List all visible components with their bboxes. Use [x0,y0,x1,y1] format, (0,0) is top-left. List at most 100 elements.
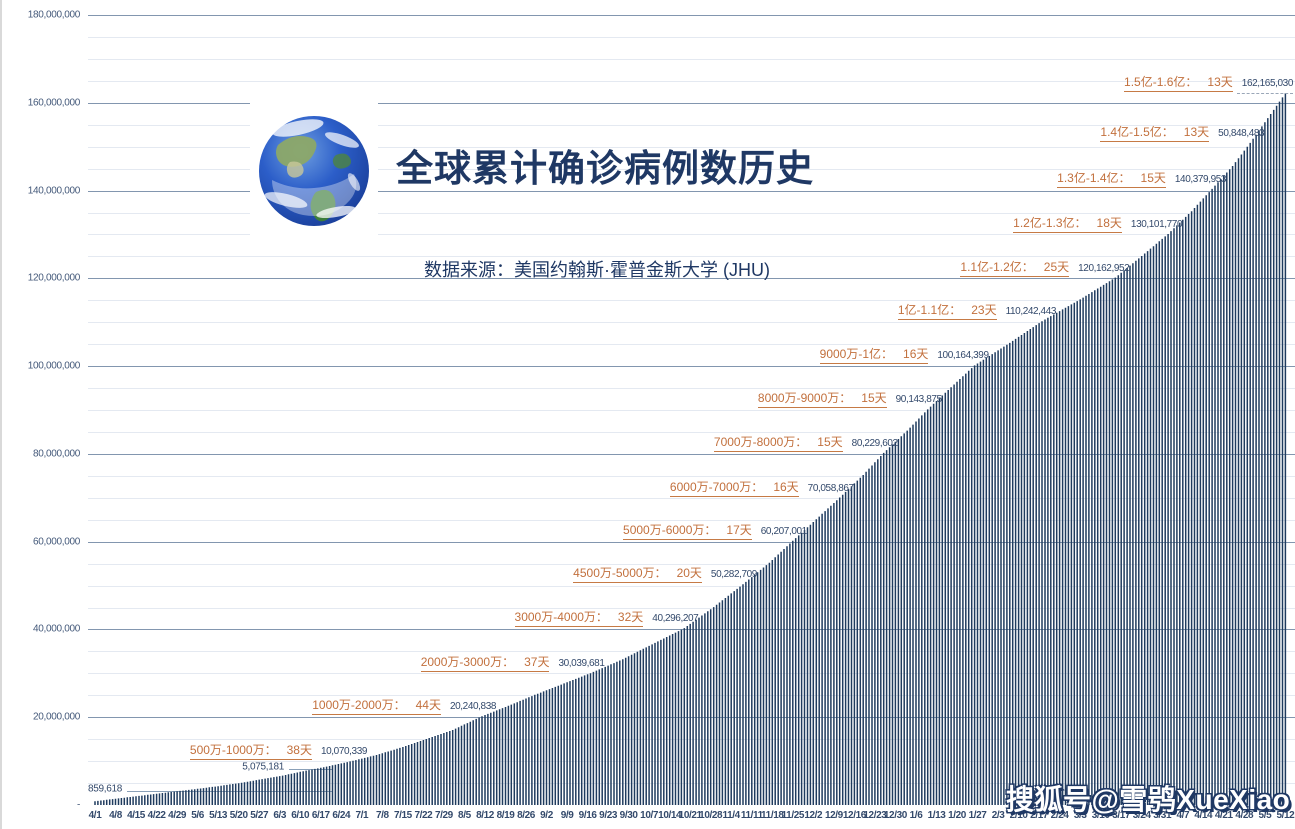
x-axis-label: 3/17 [1112,810,1131,821]
milestone-value: 70,058,867 [807,482,854,494]
x-axis-label: 2/24 [1050,810,1069,821]
milestone-value: 50,282,709 [710,569,757,581]
x-axis-label: 4/15 [127,810,145,821]
gridline-minor [88,497,1295,499]
milestone-range: 2000万-3000万： [420,655,515,670]
x-axis-label: 10/7 [640,810,659,821]
gridline-minor [88,761,1295,763]
milestone-days: 15天 [1140,170,1166,185]
milestone-range: 1.1亿-1.2亿： [960,259,1034,274]
y-axis-label: 20,000,000 [32,711,80,723]
milestone-value: 10,070,339 [320,745,368,757]
x-axis-label: 11/18 [761,810,784,821]
milestone-days: 15天 [817,434,843,449]
x-axis-label: 9/16 [578,810,597,821]
milestone-annotation: 500万-1000万： 38天 10,070,339 [189,741,368,760]
gridline-major [88,717,1295,719]
x-axis-label: 5/27 [250,810,269,821]
x-axis-label: 10/14 [658,810,682,821]
gridline-minor [88,388,1295,390]
x-axis-label: 9/2 [540,810,553,821]
left-edge-strip [0,0,2,829]
milestone-days: 32天 [617,610,644,625]
milestone-range-days: 1.3亿-1.4亿： 15天 [1057,169,1166,188]
x-axis-label: 5/5 [1258,810,1272,821]
milestone-annotation: 1.5亿-1.6亿： 13天 162,165,030 [1124,73,1293,93]
milestone-range: 6000万-7000万： [669,479,764,494]
x-axis-label: 3/24 [1132,810,1151,821]
milestone-value: 130,101,770 [1130,219,1183,230]
gridline-minor [88,607,1295,609]
milestone-annotation: 1.2亿-1.3亿： 18天 130,101,770 [1013,214,1183,233]
gridline-minor [88,431,1295,433]
x-axis-label: 8/5 [458,810,471,821]
milestone-value: 120,162,952 [1078,262,1130,274]
x-axis-label: 1/20 [948,810,966,821]
gridline-major [88,366,1295,368]
y-axis-label: 140,000,000 [27,185,81,197]
x-axis-label: 12/2 [804,810,823,821]
x-axis-label: 11/4 [722,810,741,821]
milestone-value: 40,296,207 [652,613,699,625]
x-axis-label: 11/25 [781,810,805,821]
gridline-minor [88,475,1295,477]
gridline-minor [88,300,1295,302]
milestone-days: 37天 [524,655,550,670]
data-source-subtitle: 数据来源：美国约翰斯·霍普金斯大学 (JHU) [424,260,770,280]
x-axis-label: 9/30 [619,810,638,821]
gridline-minor [88,212,1295,214]
milestone-value: 90,143,875 [895,394,942,406]
milestone-days: 16天 [773,479,799,494]
milestone-value: 60,207,001 [760,525,807,537]
x-axis-label: 4/14 [1194,810,1213,821]
milestone-range-days: 8000万-9000万： 15天 [757,389,887,409]
milestone-value: 140,379,953 [1174,173,1227,185]
x-axis-label: 3/3 [1073,810,1087,821]
milestone-range-days: 1.1亿-1.2亿： 25天 [960,258,1070,277]
milestone-annotation: 1.4亿-1.5亿： 13天 50,848,483 [1100,123,1265,142]
x-axis-label: 5/6 [191,810,204,821]
gridline-major [88,541,1295,543]
milestone-range-days: 1000万-2000万： 44天 [312,696,441,716]
gridline-minor [88,322,1295,324]
gridline-major [88,102,1295,104]
x-axis-label: 5/20 [229,810,248,821]
milestone-range: 3000万-4000万： [514,610,608,625]
milestone-range-days: 5000万-6000万： 17天 [623,521,752,540]
gridline-minor [88,80,1295,82]
milestone-days: 20天 [676,566,702,581]
milestone-range-days: 7000万-8000万： 15天 [713,433,843,452]
x-axis-label: 5/12 [1276,810,1295,821]
milestone-value: 20,240,838 [449,701,497,713]
x-axis-label: 9/23 [599,810,618,821]
gridline-minor [88,36,1295,38]
x-axis-label: 4/1 [88,810,102,821]
milestone-annotation: 1.1亿-1.2亿： 25天 120,162,952 [960,258,1130,277]
gridline-minor [88,739,1295,741]
early-value-label: 5,075,181 [242,761,284,773]
x-axis-label: 2/10 [1009,810,1028,821]
milestone-days: 38天 [286,742,312,757]
x-axis-label: 4/28 [1235,810,1254,821]
x-axis-label: 7/22 [414,810,433,821]
milestone-range-days: 1.2亿-1.3亿： 18天 [1013,214,1122,233]
milestone-annotation: 4500万-5000万： 20天 50,282,709 [573,564,757,584]
gridline-minor [88,673,1295,675]
leader-line-dashed [1237,93,1293,95]
milestone-annotation: 9000万-1亿： 16天 100,164,399 [819,345,989,365]
milestone-value: 110,242,443 [1005,306,1057,318]
milestone-annotation: 1000万-2000万： 44天 20,240,838 [312,696,497,716]
gridline-minor [88,256,1295,258]
x-axis-label: 8/19 [496,810,515,821]
milestone-range-days: 4500万-5000万： 20天 [573,564,702,584]
milestone-annotation: 6000万-7000万： 16天 70,058,867 [669,478,854,497]
sohu-watermark: 搜狐号@雪鸮XueXiao [1006,784,1291,815]
x-axis-label: 3/10 [1091,810,1110,821]
x-axis-label: 8/26 [517,810,535,821]
x-axis-label: 1/27 [968,810,987,821]
milestone-value: 80,229,602 [851,437,898,449]
x-axis-label: 6/3 [273,810,287,821]
milestone-days: 15天 [861,391,887,406]
x-axis-label: 5/13 [209,810,228,821]
